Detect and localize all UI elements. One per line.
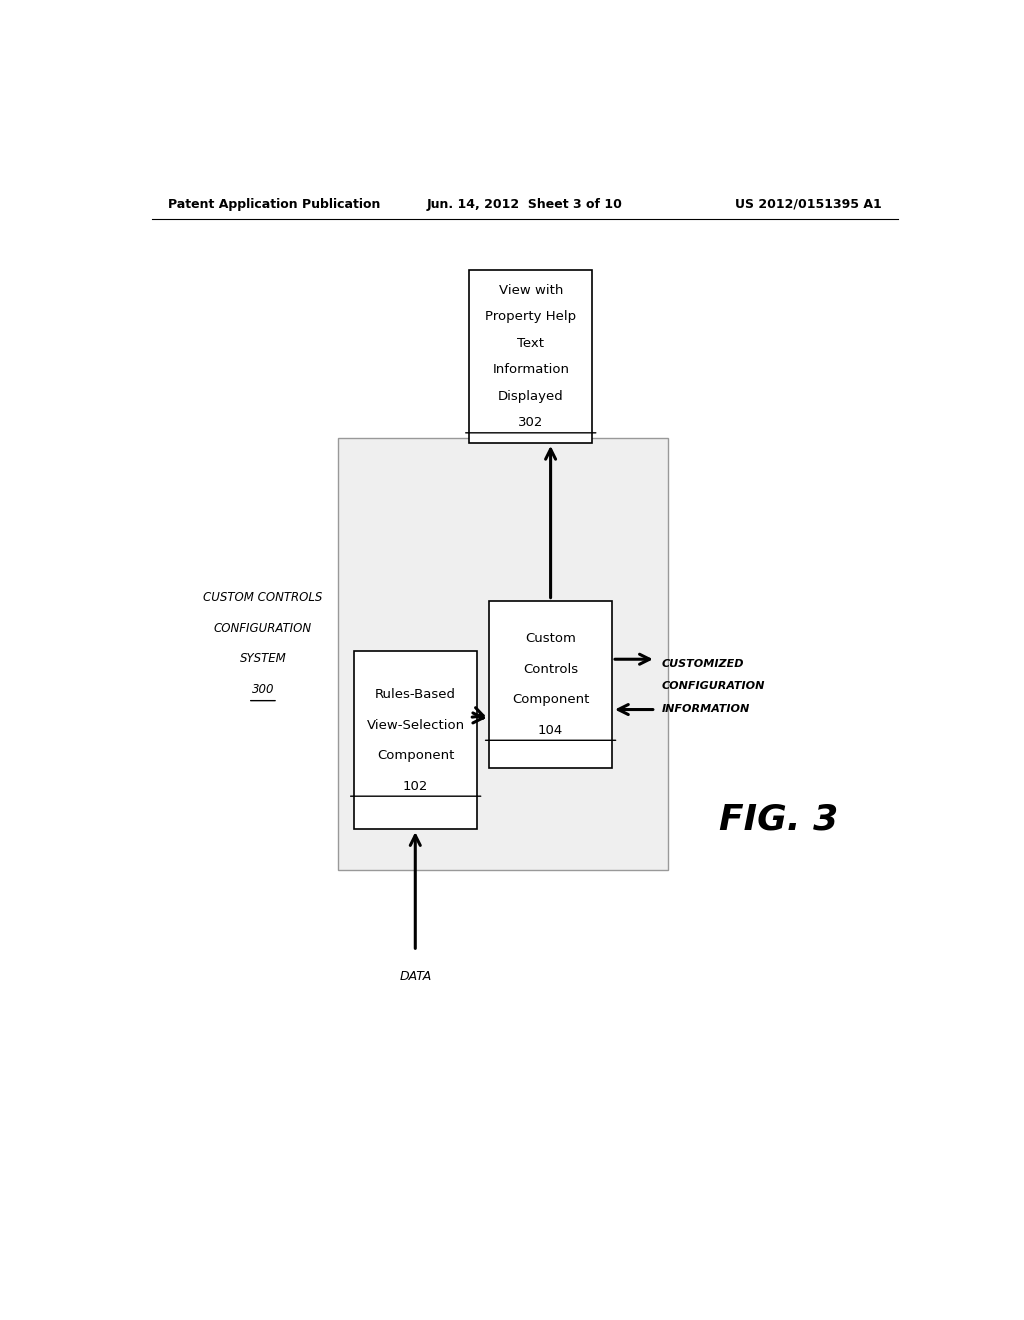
Text: Controls: Controls xyxy=(523,663,579,676)
Text: CONFIGURATION: CONFIGURATION xyxy=(214,622,312,635)
Text: 302: 302 xyxy=(518,416,544,429)
Text: View-Selection: View-Selection xyxy=(367,718,465,731)
Text: Component: Component xyxy=(512,693,589,706)
Text: INFORMATION: INFORMATION xyxy=(663,704,751,714)
Text: CUSTOM CONTROLS: CUSTOM CONTROLS xyxy=(203,591,323,605)
Text: Rules-Based: Rules-Based xyxy=(375,688,456,701)
Text: SYSTEM: SYSTEM xyxy=(240,652,287,665)
Text: Text: Text xyxy=(517,337,544,350)
Text: 300: 300 xyxy=(252,682,274,696)
Text: FIG. 3: FIG. 3 xyxy=(719,803,839,836)
Text: 102: 102 xyxy=(403,780,428,792)
Text: Displayed: Displayed xyxy=(498,389,563,403)
Text: Information: Information xyxy=(493,363,569,376)
Text: CUSTOMIZED: CUSTOMIZED xyxy=(663,659,744,669)
Text: Custom: Custom xyxy=(525,632,577,645)
Text: Jun. 14, 2012  Sheet 3 of 10: Jun. 14, 2012 Sheet 3 of 10 xyxy=(427,198,623,211)
Text: Property Help: Property Help xyxy=(485,310,577,323)
Text: 104: 104 xyxy=(538,723,563,737)
Text: CONFIGURATION: CONFIGURATION xyxy=(663,681,766,692)
Bar xyxy=(489,601,612,768)
Text: Patent Application Publication: Patent Application Publication xyxy=(168,198,380,211)
Text: View with: View with xyxy=(499,284,563,297)
Text: DATA: DATA xyxy=(399,970,431,983)
Bar xyxy=(338,438,668,870)
Bar xyxy=(469,271,592,444)
Bar xyxy=(354,651,477,829)
Text: Component: Component xyxy=(377,748,455,762)
Text: US 2012/0151395 A1: US 2012/0151395 A1 xyxy=(735,198,882,211)
